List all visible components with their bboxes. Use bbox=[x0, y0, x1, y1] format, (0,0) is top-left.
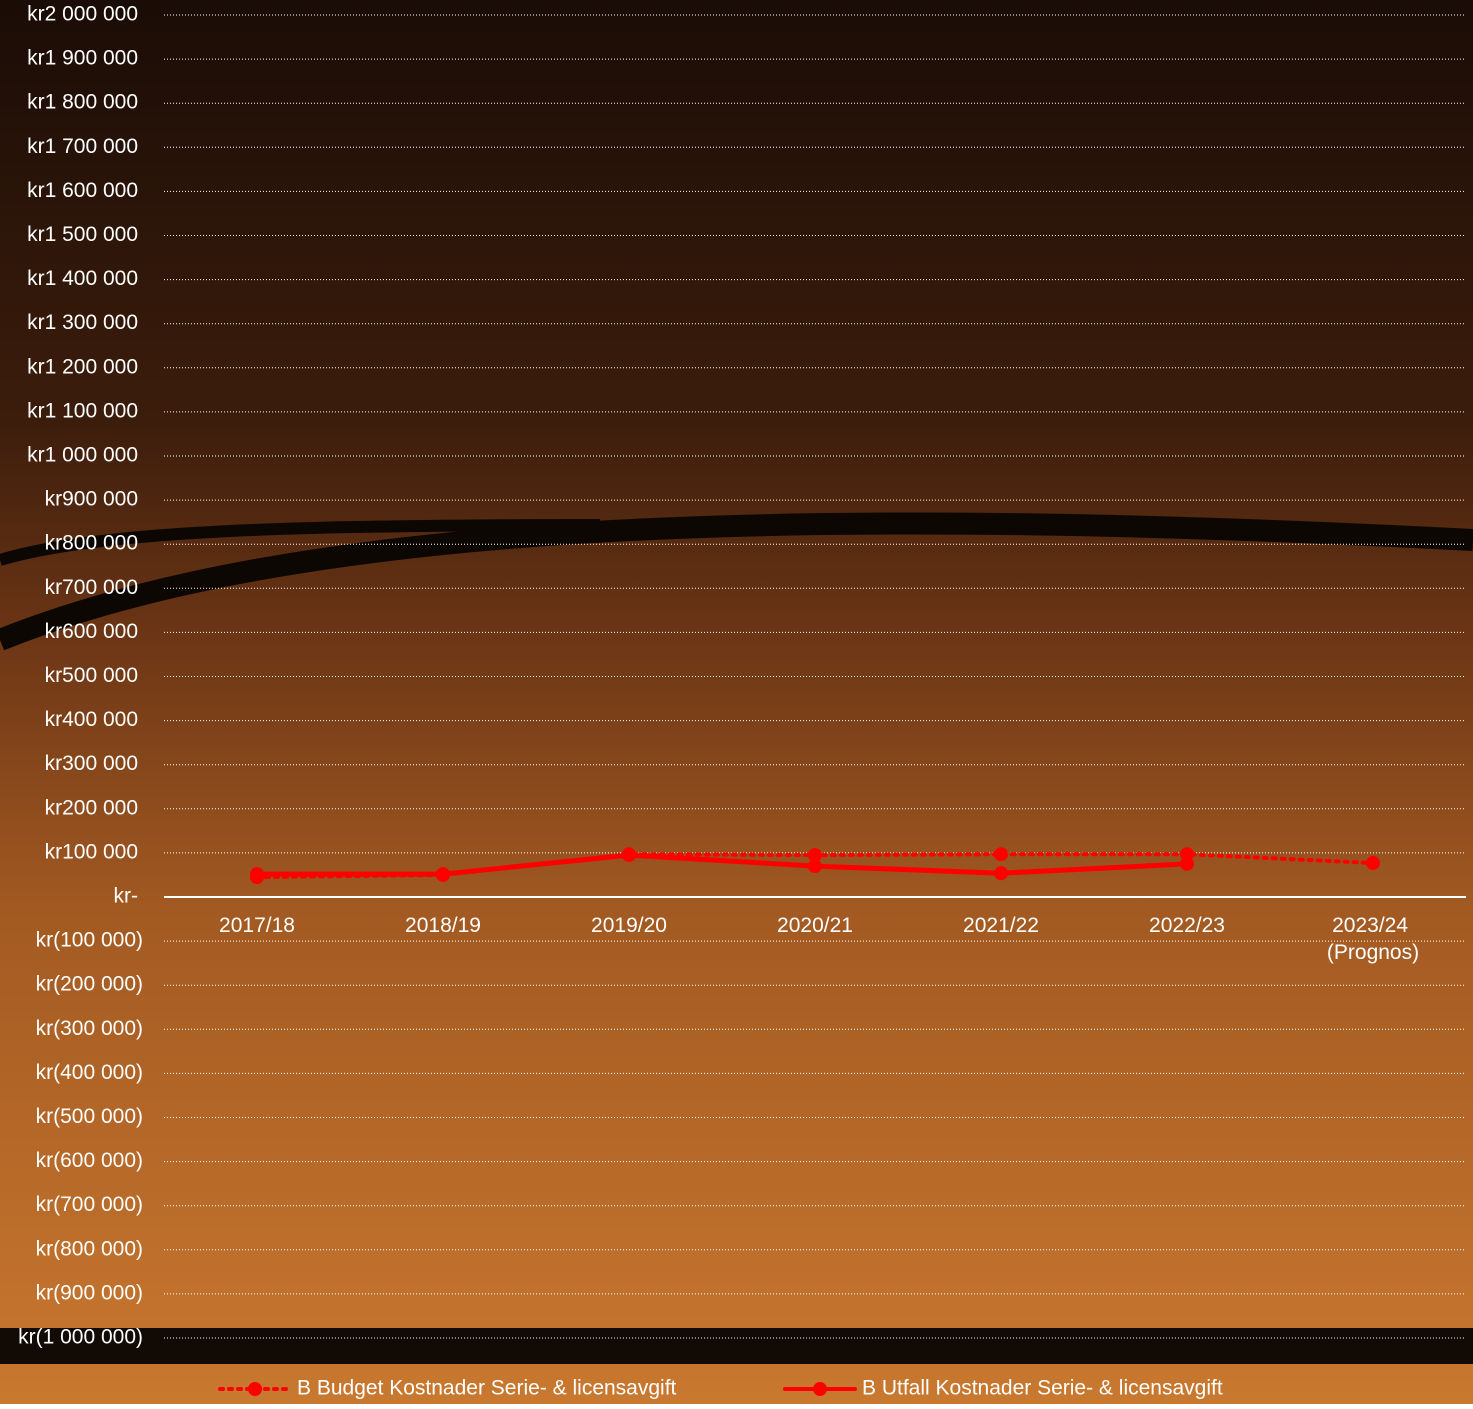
data-point bbox=[1366, 856, 1380, 870]
y-tick-label: kr(600 000) bbox=[36, 1149, 143, 1172]
y-tick-label: kr(300 000) bbox=[36, 1017, 143, 1040]
page: kr2 000 000 kr1 900 000 kr1 800 000 kr1 700… bbox=[0, 0, 1473, 1404]
data-point bbox=[994, 866, 1008, 880]
x-tick-label: 2021/22 bbox=[963, 914, 1039, 937]
y-tick-label: kr(100 000) bbox=[36, 929, 143, 952]
y-tick-label: kr1 700 000 bbox=[27, 135, 138, 158]
y-tick-label: kr1 900 000 bbox=[27, 47, 138, 70]
y-tick-label: kr(900 000) bbox=[36, 1281, 143, 1304]
legend-marker bbox=[813, 1382, 827, 1396]
y-tick-label: kr(800 000) bbox=[36, 1237, 143, 1260]
legend-label: B Utfall Kostnader Serie- & licensavgift bbox=[862, 1377, 1223, 1400]
chart: kr2 000 000 kr1 900 000 kr1 800 000 kr1 700… bbox=[0, 0, 1473, 1404]
legend-label: B Budget Kostnader Serie- & licensavgift bbox=[297, 1377, 677, 1400]
data-point bbox=[436, 867, 450, 881]
y-tick-label: kr500 000 bbox=[45, 664, 138, 687]
x-tick-label: 2019/20 bbox=[591, 914, 667, 937]
y-tick-label: kr700 000 bbox=[45, 576, 138, 599]
data-point bbox=[250, 867, 264, 881]
y-tick-label: kr- bbox=[114, 885, 139, 908]
x-tick-label: 2017/18 bbox=[219, 914, 295, 937]
y-tick-label: kr400 000 bbox=[45, 708, 138, 731]
x-tick-label: 2018/19 bbox=[405, 914, 481, 937]
y-tick-label: kr1 800 000 bbox=[27, 91, 138, 114]
y-tick-label: kr(1 000 000) bbox=[18, 1326, 143, 1349]
data-point bbox=[1180, 857, 1194, 871]
y-tick-label: kr1 100 000 bbox=[27, 399, 138, 422]
y-tick-label: kr1 200 000 bbox=[27, 355, 138, 378]
x-tick-label: 2022/23 bbox=[1149, 914, 1225, 937]
data-point bbox=[994, 847, 1008, 861]
y-tick-label: kr1 400 000 bbox=[27, 267, 138, 290]
y-tick-label: kr100 000 bbox=[45, 840, 138, 863]
court-line bbox=[0, 1328, 1473, 1364]
y-tick-label: kr2 000 000 bbox=[27, 3, 138, 26]
y-tick-label: kr(400 000) bbox=[36, 1061, 143, 1084]
data-point bbox=[622, 848, 636, 862]
y-tick-label: kr(200 000) bbox=[36, 973, 143, 996]
y-tick-label: kr200 000 bbox=[45, 796, 138, 819]
y-tick-label: kr1 300 000 bbox=[27, 311, 138, 334]
x-tick-label: 2020/21 bbox=[777, 914, 853, 937]
y-tick-label: kr1 000 000 bbox=[27, 444, 138, 467]
legend-marker bbox=[248, 1382, 262, 1396]
y-tick-label: kr800 000 bbox=[45, 532, 138, 555]
data-point bbox=[808, 859, 822, 873]
y-tick-label: kr900 000 bbox=[45, 488, 138, 511]
y-tick-label: kr(500 000) bbox=[36, 1105, 143, 1128]
y-tick-label: kr300 000 bbox=[45, 752, 138, 775]
y-tick-label: kr600 000 bbox=[45, 620, 138, 643]
y-tick-label: kr1 500 000 bbox=[27, 223, 138, 246]
y-tick-label: kr1 600 000 bbox=[27, 179, 138, 202]
background bbox=[0, 0, 1473, 1404]
y-tick-label: kr(700 000) bbox=[36, 1193, 143, 1216]
